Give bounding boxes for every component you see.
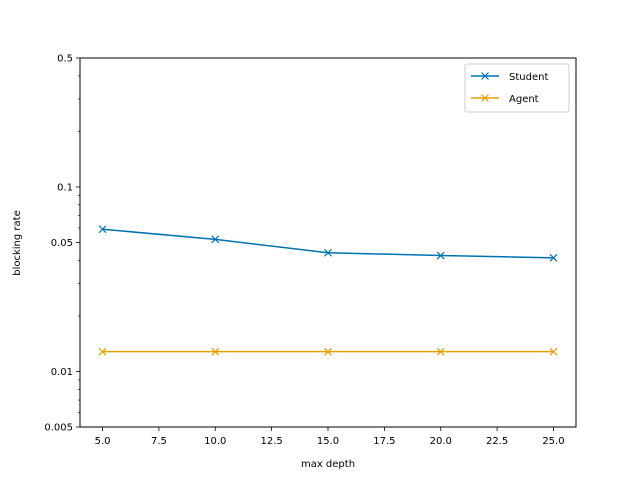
legend-item-agent: Agent — [471, 94, 539, 105]
x-tick-label: 20.0 — [430, 436, 452, 447]
data-point — [324, 347, 332, 356]
x-tick-label: 10.0 — [204, 436, 226, 447]
series-layer — [98, 225, 558, 356]
x-tick-label: 22.5 — [486, 436, 508, 447]
y-axis-title: blocking rate — [12, 210, 23, 276]
plot-area — [79, 57, 577, 428]
legend-label: Student — [509, 72, 548, 83]
x-axis-title: max depth — [301, 459, 355, 470]
legend: Student Agent — [464, 63, 570, 113]
legend-label: Agent — [509, 94, 539, 105]
data-point — [549, 253, 558, 262]
y-tick-label: 0.005 — [44, 423, 73, 434]
x-tick-label: 15.0 — [317, 436, 339, 447]
x-axis: 5.0 7.5 10.0 12.5 15.0 17.5 20.0 22.5 25.0 — [95, 427, 565, 447]
legend-item-student: Student — [471, 72, 548, 83]
y-tick-label: 0.05 — [51, 238, 73, 249]
x-tick-label: 17.5 — [373, 436, 395, 447]
data-point — [211, 235, 220, 244]
data-point — [549, 347, 558, 356]
data-point — [436, 347, 445, 356]
x-tick-label: 25.0 — [542, 436, 564, 447]
data-point — [324, 248, 332, 257]
data-point — [98, 347, 107, 356]
plot-frame — [79, 57, 577, 428]
y-axis: 0.005 0.01 0.05 0.1 0.5 — [44, 54, 80, 434]
x-tick-label: 5.0 — [95, 436, 111, 447]
x-tick-label: 12.5 — [261, 436, 283, 447]
y-tick-label: 0.1 — [57, 182, 73, 193]
data-point — [436, 251, 445, 260]
data-point — [98, 225, 107, 234]
y-tick-label: 0.5 — [57, 54, 73, 65]
x-tick-label: 7.5 — [151, 436, 167, 447]
data-point — [211, 347, 220, 356]
y-tick-label: 0.01 — [51, 367, 73, 378]
